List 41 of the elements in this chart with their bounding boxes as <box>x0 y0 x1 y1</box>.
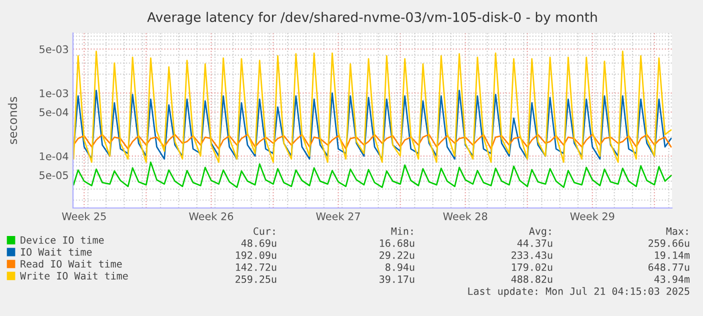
text: 488.82u <box>511 275 552 283</box>
chart-title: Average latency for /dev/shared-nvme-03/vm-105-disk-0 - by month <box>147 12 597 25</box>
text: 8.94u <box>386 263 414 271</box>
text: 233.43u <box>512 251 552 259</box>
text: 44.37u <box>517 239 552 247</box>
text: 29.22u <box>380 251 414 259</box>
legend-label: IO Wait time <box>21 248 92 256</box>
text: 179.02u <box>512 263 552 271</box>
y-tick-label: 5e-05 <box>40 171 68 180</box>
x-tick-label: Week 25 <box>62 212 106 220</box>
text: Avg: <box>529 227 551 237</box>
legend-label: Read IO Wait time <box>20 260 122 268</box>
text: Max: <box>666 227 688 235</box>
x-tick-label: Week 27 <box>316 212 360 220</box>
line-series <box>73 50 672 163</box>
y-tick-label: 5e-03 <box>40 45 68 54</box>
y-tick-label: 1e-03 <box>40 89 68 98</box>
legend-label: Write IO Wait time <box>20 272 128 280</box>
text: Last update: Mon Jul 21 04:15:03 2025 <box>468 287 690 297</box>
text: 43.94m <box>654 275 690 283</box>
text: Min: <box>391 227 413 235</box>
x-tick-label: Week 26 <box>189 212 234 220</box>
text: 259.66u <box>648 239 690 247</box>
legend-label: Device IO time <box>20 236 104 244</box>
y-tick-label: 1e-04 <box>40 152 68 160</box>
text: 16.68u <box>380 239 414 247</box>
text: 142.72u <box>236 263 276 271</box>
line-series <box>73 162 672 188</box>
text: 48.69u <box>241 239 276 247</box>
text: Cur: <box>254 227 275 235</box>
y-tick-label: 5e-04 <box>40 108 68 116</box>
text: 19.14m <box>655 251 690 259</box>
text: 259.25u <box>236 275 276 283</box>
text: 192.09u <box>236 251 276 259</box>
line-series <box>73 90 672 160</box>
text: 648.77u <box>648 263 690 271</box>
text: 39.17u <box>380 275 414 283</box>
line-series <box>73 134 672 150</box>
x-tick-label: Week 29 <box>570 212 614 220</box>
y-axis-title: seconds <box>8 96 18 144</box>
x-tick-label: Week 28 <box>443 212 488 220</box>
